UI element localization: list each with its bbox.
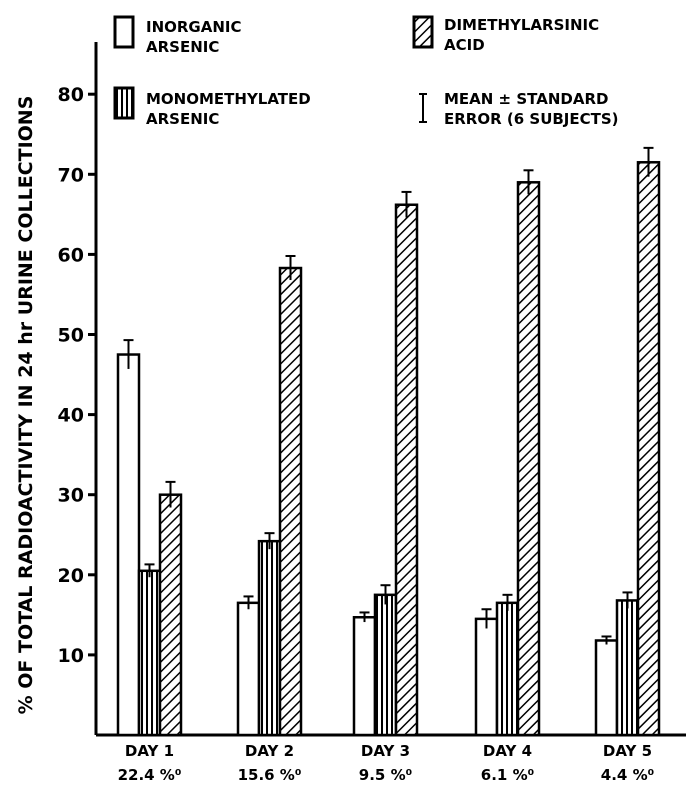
x-sublabel: 4.4 %⁰ [601,766,654,784]
y-tick-label: 40 [58,405,84,427]
bar [516,181,541,737]
x-sublabel: 9.5 %⁰ [359,766,412,784]
x-tick-label: DAY 5 [603,742,652,760]
error-bar [285,255,296,281]
error-bar [359,611,370,623]
legend-errorbar-icon [419,93,427,123]
bar [615,599,640,737]
legend-label-monomethylated-line1: MONOMETHYLATED [146,90,311,108]
error-bar [622,591,633,609]
y-ticks: 10 20 30 40 50 60 70 80 [58,84,96,667]
legend-swatch-monomethylated [113,86,135,120]
error-bar [144,563,155,578]
x-tick-labels: DAY 1 22.4 %⁰ DAY 2 15.6 %⁰ DAY 3 9.5 %⁰ DAY 4… [118,742,655,784]
bar [278,266,303,737]
y-tick-label: 60 [58,244,84,266]
error-bar [264,532,275,550]
y-tick-label: 30 [58,485,84,507]
x-sublabel: 15.6 %⁰ [238,766,302,784]
legend: INORGANIC ARSENIC MONOMETHYLATED ARSENIC… [113,15,619,128]
bar [257,539,282,737]
bar [116,353,141,737]
bar [236,601,261,737]
legend-label-dimethylarsinic-line1: DIMETHYLARSINIC [444,16,599,34]
y-tick-label: 50 [58,325,84,347]
x-sublabel: 22.4 %⁰ [118,766,182,784]
error-bar [502,593,513,611]
y-tick-label: 10 [58,645,84,667]
x-tick-label: DAY 1 [125,742,174,760]
error-bar [123,339,134,369]
error-bar [401,190,412,218]
y-tick-label: 70 [58,164,84,186]
error-bar [601,635,612,645]
error-bar [243,595,254,610]
legend-swatch-dimethylarsinic [412,15,434,49]
bar [158,493,183,737]
bar [495,601,520,737]
legend-swatch-inorganic [113,15,135,49]
y-tick-label: 80 [58,84,84,106]
x-tick-label: DAY 4 [483,742,532,760]
error-bar [380,584,391,605]
bar [474,617,499,737]
error-bar [643,146,654,177]
bar [352,616,377,737]
y-axis-label: % OF TOTAL RADIOACTIVITY IN 24 hr URINE … [15,96,37,715]
x-tick-label: DAY 2 [245,742,294,760]
error-bar [523,169,534,195]
x-tick-label: DAY 3 [361,742,410,760]
bar [636,161,661,737]
legend-label-inorganic-line1: INORGANIC [146,18,242,36]
bar [373,593,398,737]
bar [594,639,619,737]
bar [394,203,419,737]
error-bar [165,480,176,508]
bars [116,146,661,737]
bar [137,569,162,737]
legend-label-inorganic-line2: ARSENIC [146,38,219,56]
legend-label-errorbar-line1: MEAN ± STANDARD [444,90,608,108]
legend-label-errorbar-line2: ERROR (6 SUBJECTS) [444,110,619,128]
x-sublabel: 6.1 %⁰ [481,766,534,784]
legend-label-dimethylarsinic-line2: ACID [444,36,485,54]
error-bar [481,608,492,629]
legend-label-monomethylated-line2: ARSENIC [146,110,219,128]
y-tick-label: 20 [58,565,84,587]
